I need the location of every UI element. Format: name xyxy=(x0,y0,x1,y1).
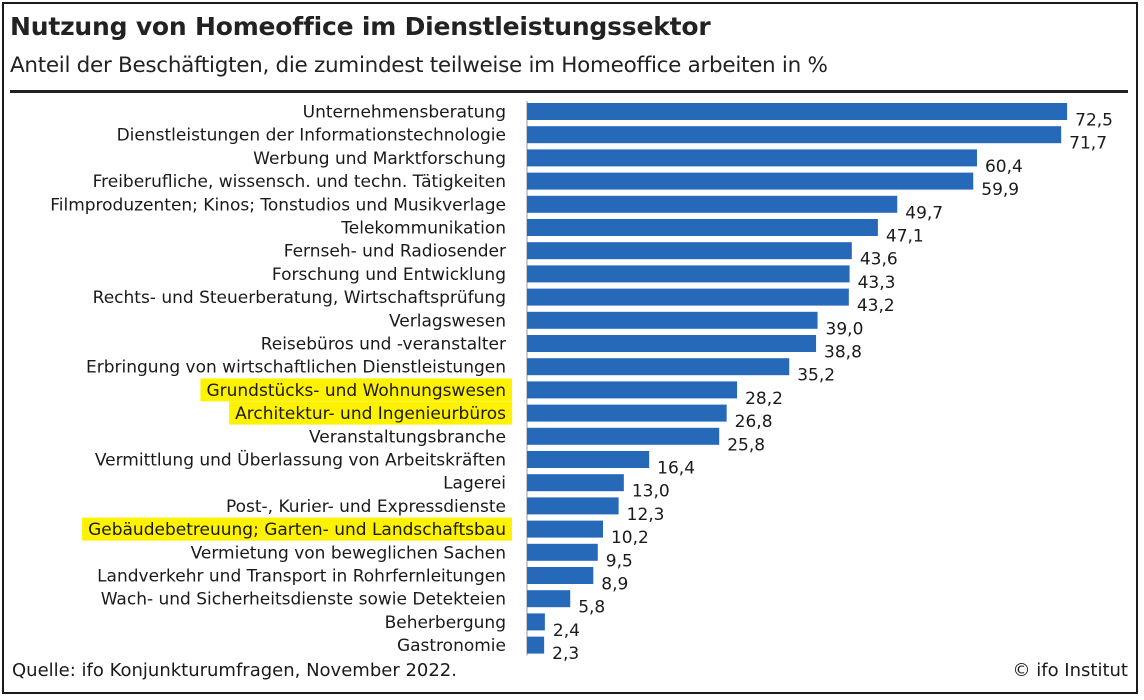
category-label: Vermittlung und Überlassung von Arbeitsk… xyxy=(95,449,506,471)
category-highlight xyxy=(200,378,512,402)
bar xyxy=(527,451,650,468)
category-label: Beherbergung xyxy=(385,613,506,633)
bar xyxy=(527,195,898,213)
category-label: Gebäudebetreuung; Garten- und Landschaft… xyxy=(88,520,506,540)
bar xyxy=(527,311,818,329)
category-highlight xyxy=(229,401,513,425)
category-label: Dienstleistungen der Informationstechnol… xyxy=(117,126,506,146)
value-label: 5,8 xyxy=(578,598,605,618)
category-label: Freiberufliche, wissensch. und techn. Tä… xyxy=(93,172,506,192)
bar xyxy=(527,219,878,236)
title-rule xyxy=(10,90,1128,93)
bar xyxy=(527,567,594,584)
category-label: Vermietung von beweglichen Sachen xyxy=(191,543,506,563)
value-label: 8,9 xyxy=(601,575,628,595)
value-label: 43,3 xyxy=(858,273,896,293)
value-label: 60,4 xyxy=(985,157,1023,177)
value-label: 26,8 xyxy=(735,412,773,432)
bar xyxy=(527,335,817,352)
value-label: 35,2 xyxy=(797,366,835,386)
value-label: 49,7 xyxy=(905,203,943,223)
highlighted-category: Gebäudebetreuung; Garten- und Landschaft… xyxy=(82,517,512,541)
value-label: 10,2 xyxy=(611,528,649,548)
value-label: 39,0 xyxy=(826,319,864,339)
category-label: Grundstücks- und Wohnungswesen xyxy=(206,381,506,401)
source-note: Quelle: ifo Konjunkturumfragen, November… xyxy=(12,660,457,681)
bar xyxy=(527,358,790,376)
category-label: Fernseh- und Radiosender xyxy=(284,242,506,262)
bar xyxy=(527,636,545,654)
value-label: 2,4 xyxy=(553,621,580,641)
category-label: Veranstaltungsbranche xyxy=(309,427,506,447)
category-label: Post-, Kurier- und Expressdienste xyxy=(226,497,506,517)
value-label: 2,3 xyxy=(552,644,579,664)
bar xyxy=(527,265,850,283)
chart-subtitle: Anteil der Beschäftigten, die zumindest … xyxy=(10,53,828,78)
category-highlight xyxy=(82,517,512,541)
category-label: Architektur- und Ingenieurbüros xyxy=(235,404,506,424)
category-label: Rechts- und Steuerberatung, Wirtschaftsp… xyxy=(93,288,506,308)
category-label: Lagerei xyxy=(443,474,506,494)
value-label: 28,2 xyxy=(745,389,783,409)
value-label: 16,4 xyxy=(657,459,695,479)
category-label: Forschung und Entwicklung xyxy=(272,265,506,285)
category-label: Filmproduzenten; Kinos; Tonstudios und M… xyxy=(50,195,506,215)
bar xyxy=(527,474,624,492)
category-label: Unternehmensberatung xyxy=(303,103,506,123)
chart-title: Nutzung von Homeoffice im Dienstleistung… xyxy=(10,12,711,41)
value-label: 9,5 xyxy=(606,551,633,571)
highlighted-category: Grundstücks- und Wohnungswesen xyxy=(200,378,512,402)
bar xyxy=(527,172,974,190)
bar xyxy=(527,103,1068,120)
bar xyxy=(527,543,598,561)
bar xyxy=(527,590,571,608)
bar xyxy=(527,613,545,631)
value-label: 25,8 xyxy=(727,435,765,455)
bar xyxy=(527,427,720,445)
highlighted-category: Architektur- und Ingenieurbüros xyxy=(229,401,513,425)
category-label: Werbung und Marktforschung xyxy=(253,149,506,169)
bar xyxy=(527,242,852,260)
category-label: Gastronomie xyxy=(397,636,506,656)
value-label: 43,2 xyxy=(857,296,895,316)
category-label: Landverkehr und Transport in Rohrfernlei… xyxy=(97,567,506,587)
category-label: Verlagswesen xyxy=(389,311,506,331)
category-label: Wach- und Sicherheitsdienste sowie Detek… xyxy=(101,590,506,610)
bar xyxy=(527,404,727,422)
category-label: Erbringung von wirtschaftlichen Dienstle… xyxy=(86,358,506,378)
bar xyxy=(527,126,1062,144)
value-label: 38,8 xyxy=(824,343,862,363)
value-label: 43,6 xyxy=(860,250,898,270)
value-label: 47,1 xyxy=(886,227,924,247)
bar xyxy=(527,288,849,306)
value-label: 59,9 xyxy=(981,180,1019,200)
category-label: Reisebüros und -veranstalter xyxy=(261,335,506,355)
bar xyxy=(527,497,619,515)
bar xyxy=(527,149,977,167)
value-label: 13,0 xyxy=(632,482,670,502)
value-label: 72,5 xyxy=(1075,111,1113,131)
bar xyxy=(527,520,603,538)
copyright-note: © ifo Institut xyxy=(1012,660,1128,681)
value-label: 12,3 xyxy=(627,505,665,525)
value-label: 71,7 xyxy=(1069,134,1107,154)
bar xyxy=(527,381,738,399)
category-label: Telekommunikation xyxy=(340,219,506,239)
